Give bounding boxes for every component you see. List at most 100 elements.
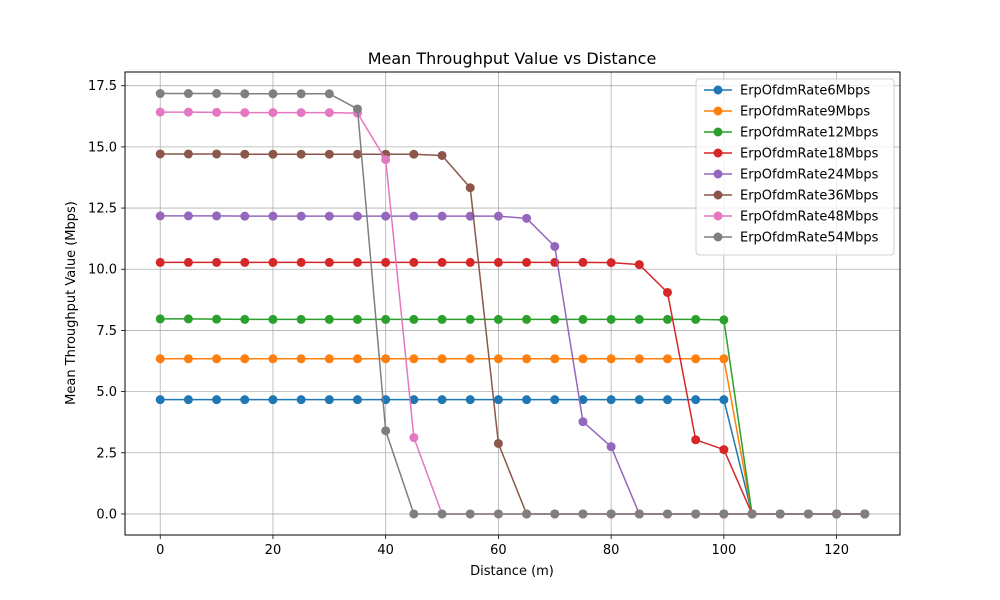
data-point [437, 211, 447, 221]
data-point [691, 435, 701, 445]
data-point [493, 509, 503, 519]
data-point [212, 354, 222, 364]
data-point [324, 89, 334, 99]
data-point [324, 314, 334, 324]
data-point [240, 108, 250, 118]
data-point [663, 509, 672, 519]
legend-label: ErpOfdmRate12Mbps [740, 126, 879, 141]
data-point [268, 257, 278, 267]
legend-label: ErpOfdmRate18Mbps [740, 147, 879, 162]
data-point [522, 257, 532, 267]
data-point [437, 314, 447, 324]
data-point [691, 354, 701, 364]
y-tick-label: 15.0 [88, 140, 117, 155]
data-point [240, 149, 250, 159]
data-point [268, 89, 278, 99]
data-point [465, 257, 475, 267]
data-point [522, 354, 532, 364]
data-point [212, 257, 222, 267]
legend-marker [713, 127, 723, 137]
data-point [296, 211, 306, 221]
data-point [212, 314, 222, 324]
data-point [155, 314, 165, 324]
x-tick-label: 0 [156, 543, 164, 558]
data-point [606, 354, 616, 364]
data-point [522, 314, 532, 324]
data-point [183, 107, 193, 117]
data-point [663, 287, 672, 297]
data-point [183, 89, 193, 99]
data-point [437, 354, 447, 364]
data-point [663, 395, 672, 405]
data-point [324, 257, 334, 267]
y-tick-label: 17.5 [88, 79, 117, 94]
data-point [183, 211, 193, 221]
legend-marker [713, 190, 723, 200]
data-point [719, 315, 729, 325]
data-point [634, 354, 644, 364]
data-point [183, 395, 193, 405]
legend-item: ErpOfdmRate48Mbps [704, 210, 879, 225]
data-point [578, 257, 588, 267]
legend-item: ErpOfdmRate9Mbps [704, 105, 870, 120]
data-point [550, 509, 560, 519]
series-ErpOfdmRate24Mbps [155, 211, 870, 519]
data-point [155, 89, 165, 99]
data-point [212, 211, 222, 221]
data-point [381, 155, 391, 165]
data-point [493, 314, 503, 324]
data-point [522, 213, 532, 223]
series-line [160, 358, 865, 515]
data-point [465, 509, 475, 519]
data-point [240, 89, 250, 99]
data-point [296, 149, 306, 159]
data-point [268, 211, 278, 221]
data-point [550, 314, 560, 324]
data-point [324, 354, 334, 364]
legend-frame [695, 78, 895, 256]
data-point [381, 257, 391, 267]
legend-marker [713, 211, 723, 221]
data-point [296, 395, 306, 405]
data-point [578, 509, 588, 519]
data-point [353, 104, 362, 114]
y-tick-label: 2.5 [96, 446, 117, 461]
data-point [409, 509, 419, 519]
legend-item: ErpOfdmRate6Mbps [704, 84, 870, 99]
data-point [324, 149, 334, 159]
data-point [268, 314, 278, 324]
data-point [606, 314, 616, 324]
data-point [465, 183, 475, 193]
data-point [775, 509, 785, 519]
data-point [691, 509, 701, 519]
data-point [212, 89, 222, 99]
data-point [493, 438, 503, 448]
data-point [493, 395, 503, 405]
data-point [324, 108, 334, 118]
data-point [493, 257, 503, 267]
data-point [155, 211, 165, 221]
data-point [691, 314, 701, 324]
x-axis-ticks: 0 20 40 60 80 100 120 [156, 535, 849, 558]
x-tick-label: 100 [711, 543, 736, 558]
data-point [409, 211, 419, 221]
legend-marker [713, 148, 723, 158]
legend-item: ErpOfdmRate12Mbps [704, 126, 879, 141]
data-point [409, 433, 419, 443]
data-point [324, 395, 334, 405]
data-point [240, 314, 250, 324]
y-tick-label: 5.0 [96, 385, 117, 400]
data-point [578, 417, 588, 427]
data-point [155, 354, 165, 364]
data-point [296, 257, 306, 267]
data-point [268, 354, 278, 364]
legend-item: ErpOfdmRate36Mbps [704, 189, 879, 204]
data-point [155, 107, 165, 117]
data-point [409, 257, 419, 267]
legend-item: ErpOfdmRate54Mbps [704, 231, 879, 246]
data-point [663, 314, 672, 324]
data-point [409, 314, 419, 324]
data-point [212, 107, 222, 117]
series-line [160, 318, 865, 515]
